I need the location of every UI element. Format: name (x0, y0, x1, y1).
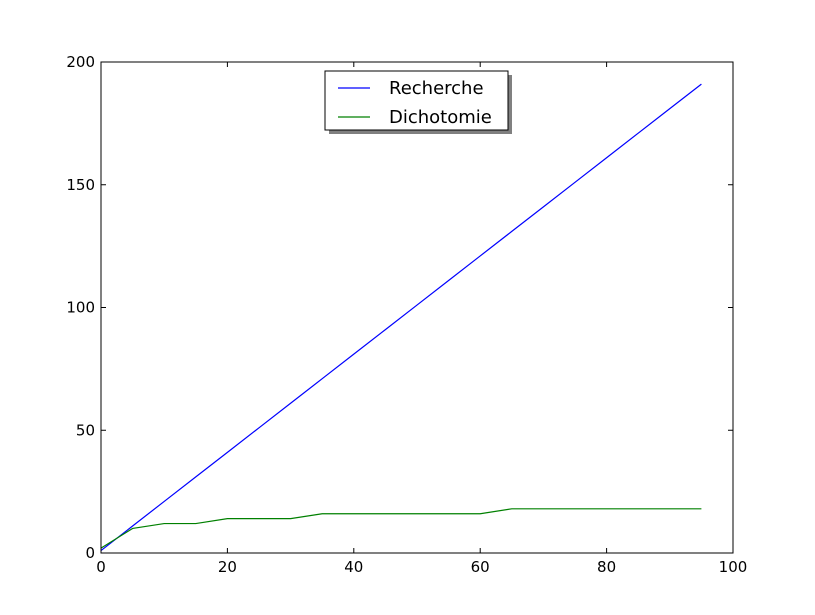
legend: Recherche Dichotomie (324, 70, 512, 134)
y-tick-label: 50 (76, 421, 95, 439)
legend-label-dichotomie: Dichotomie (389, 107, 492, 128)
y-tick-label: 100 (66, 299, 95, 317)
y-tick-label: 150 (66, 176, 95, 194)
x-tick-label: 20 (218, 558, 237, 576)
x-tick-label: 60 (471, 558, 490, 576)
legend-box (324, 70, 509, 131)
ticks-layer: 0 20 40 60 80 100 0 50 100 150 200 (66, 53, 747, 576)
y-tick-label: 200 (66, 53, 95, 71)
x-tick-label: 100 (719, 558, 748, 576)
y-tick-label: 0 (85, 544, 95, 562)
series-line-dichotomie (100, 508, 702, 549)
x-tick-label: 0 (96, 558, 106, 576)
x-tick-label: 80 (597, 558, 616, 576)
x-tick-label: 40 (344, 558, 363, 576)
series-layer (100, 83, 702, 552)
legend-label-recherche: Recherche (389, 78, 484, 99)
series-line-recherche (100, 83, 702, 552)
